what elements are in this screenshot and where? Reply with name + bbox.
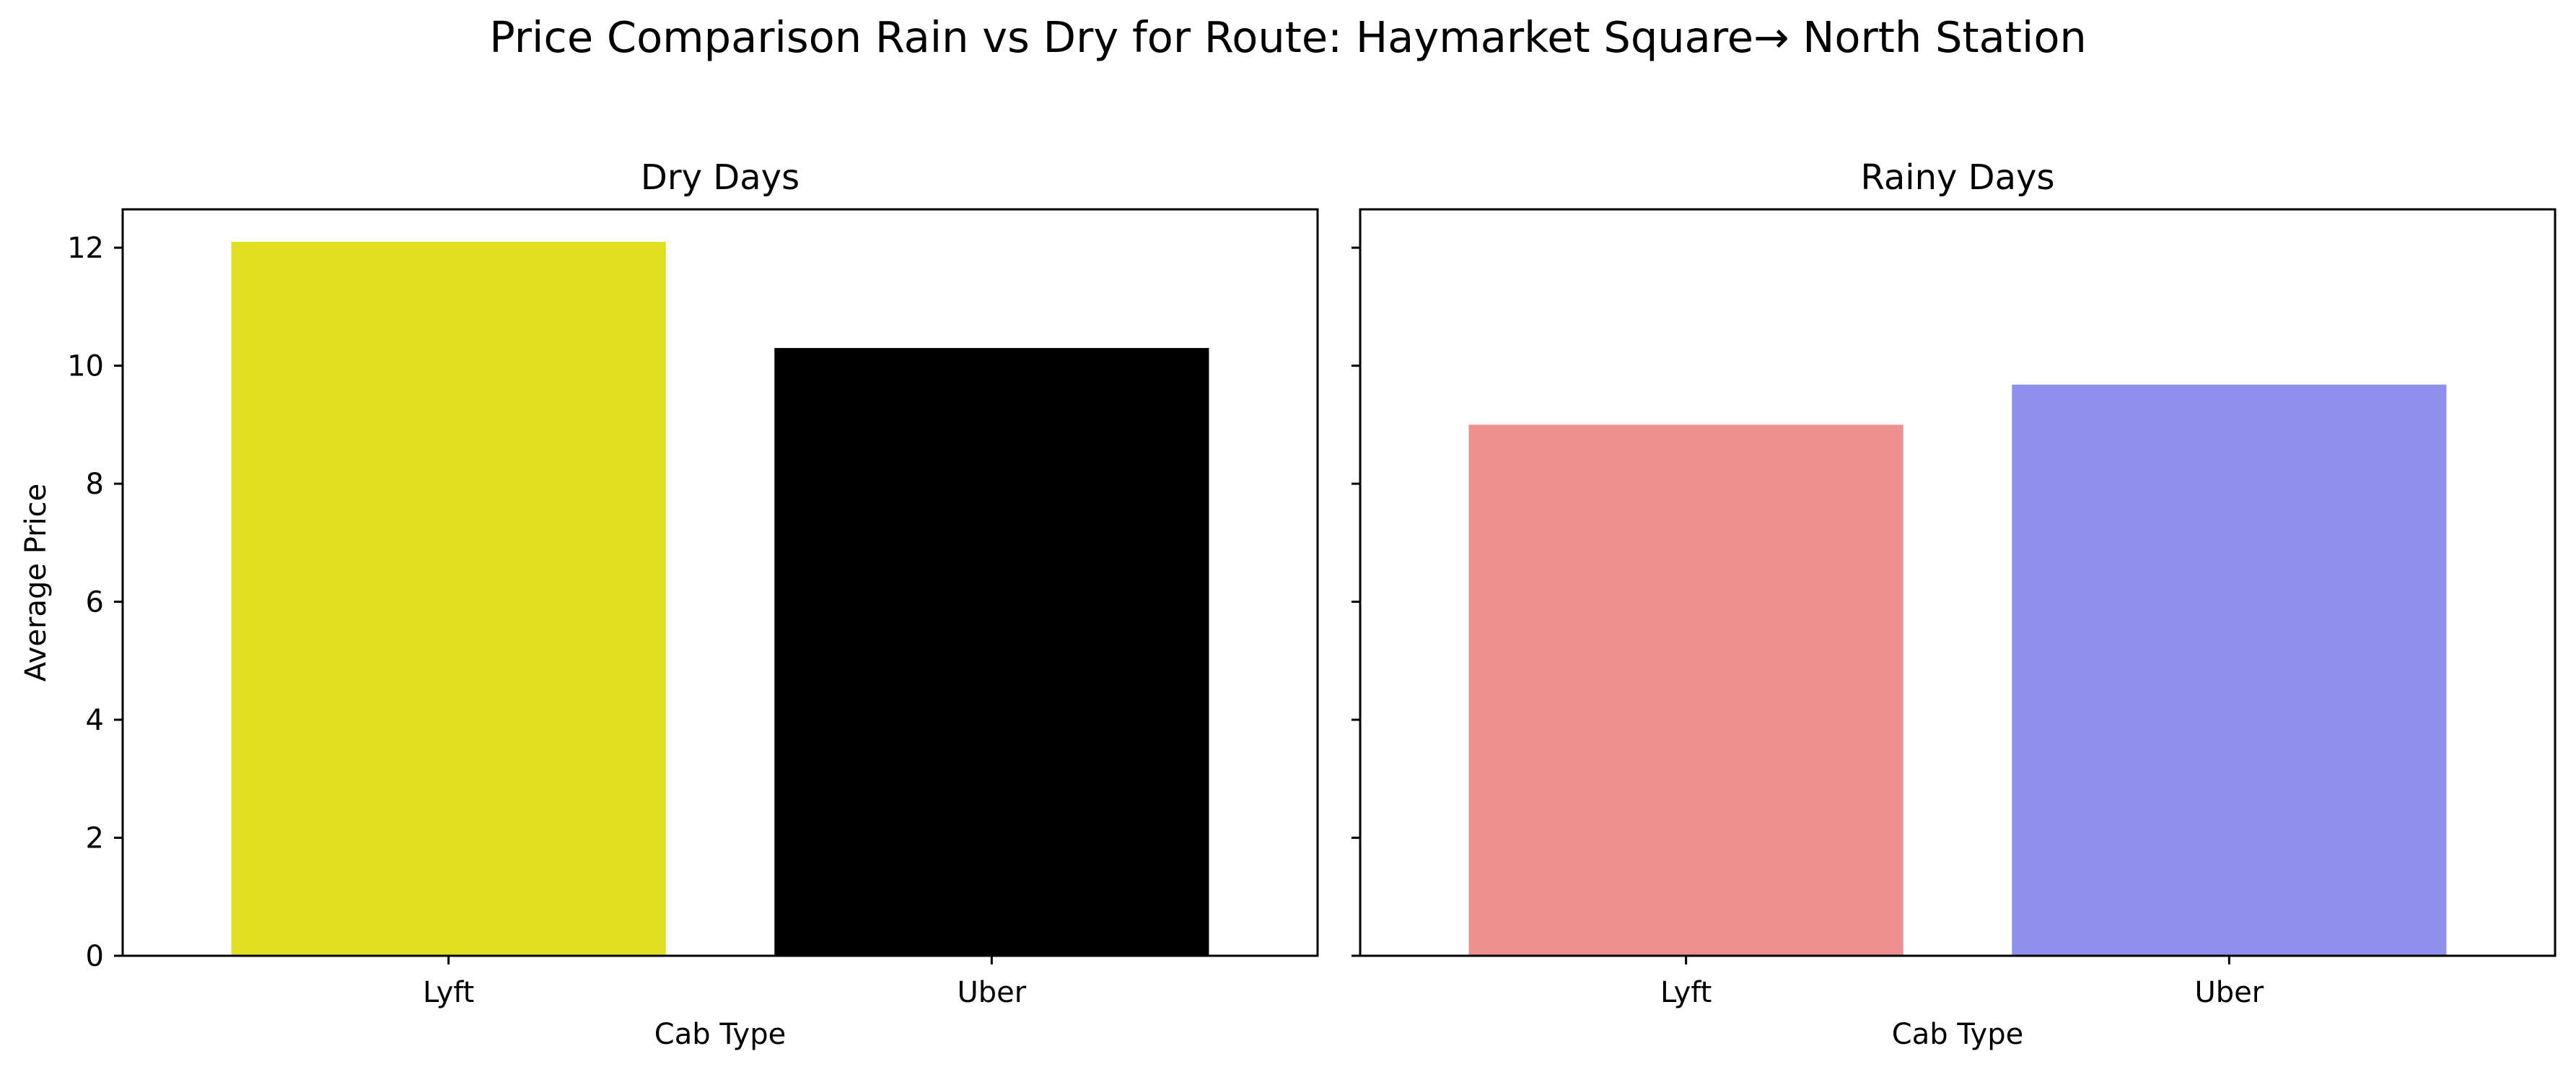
- yticks-rainy: [1351, 246, 1360, 957]
- plot-frame-rainy: [1359, 208, 2557, 957]
- y-axis-label: Average Price: [19, 484, 53, 682]
- x-tick-label-rainy-lyft: Lyft: [1660, 976, 1712, 1009]
- panel-rainy-days: Rainy Days Lyft Uber Cab Type: [1351, 157, 2557, 1051]
- bars-rainy: [1468, 384, 2447, 956]
- y-tick-label-8: 8: [86, 468, 104, 501]
- x-tick-label-dry-lyft: Lyft: [423, 976, 474, 1009]
- x-axis-label-rainy: Cab Type: [1892, 1018, 2023, 1051]
- panel-dry-days: Dry Days 0 2 4 6 8 10 12 Lyft Uber Cab Type Ave…: [19, 157, 1319, 1051]
- bar-rainy-lyft: [1468, 424, 1903, 956]
- x-tick-label-rainy-uber: Uber: [2194, 976, 2264, 1009]
- x-tick-label-dry-uber: Uber: [957, 976, 1026, 1009]
- yticks-dry: 0 2 4 6 8 10 12: [67, 232, 123, 973]
- xticks-rainy: Lyft Uber: [1660, 956, 2264, 1009]
- x-axis-label-dry: Cab Type: [654, 1018, 786, 1051]
- y-tick-label-10: 10: [67, 350, 104, 383]
- y-tick-label-4: 4: [86, 704, 104, 737]
- panel-title-dry: Dry Days: [641, 157, 799, 198]
- bar-rainy-uber: [2012, 384, 2447, 956]
- panel-title-rainy: Rainy Days: [1861, 157, 2055, 198]
- y-tick-label-0: 0: [86, 940, 104, 973]
- bars-dry: [231, 241, 1209, 956]
- xticks-dry: Lyft Uber: [423, 956, 1027, 1009]
- bar-dry-lyft: [231, 241, 666, 956]
- y-tick-label-2: 2: [86, 822, 104, 855]
- plot-frame-dry: [121, 208, 1319, 957]
- bar-dry-uber: [774, 348, 1209, 956]
- y-tick-label-6: 6: [86, 586, 104, 619]
- y-tick-label-12: 12: [67, 232, 104, 265]
- figure-title: Price Comparison Rain vs Dry for Route: …: [489, 12, 2087, 62]
